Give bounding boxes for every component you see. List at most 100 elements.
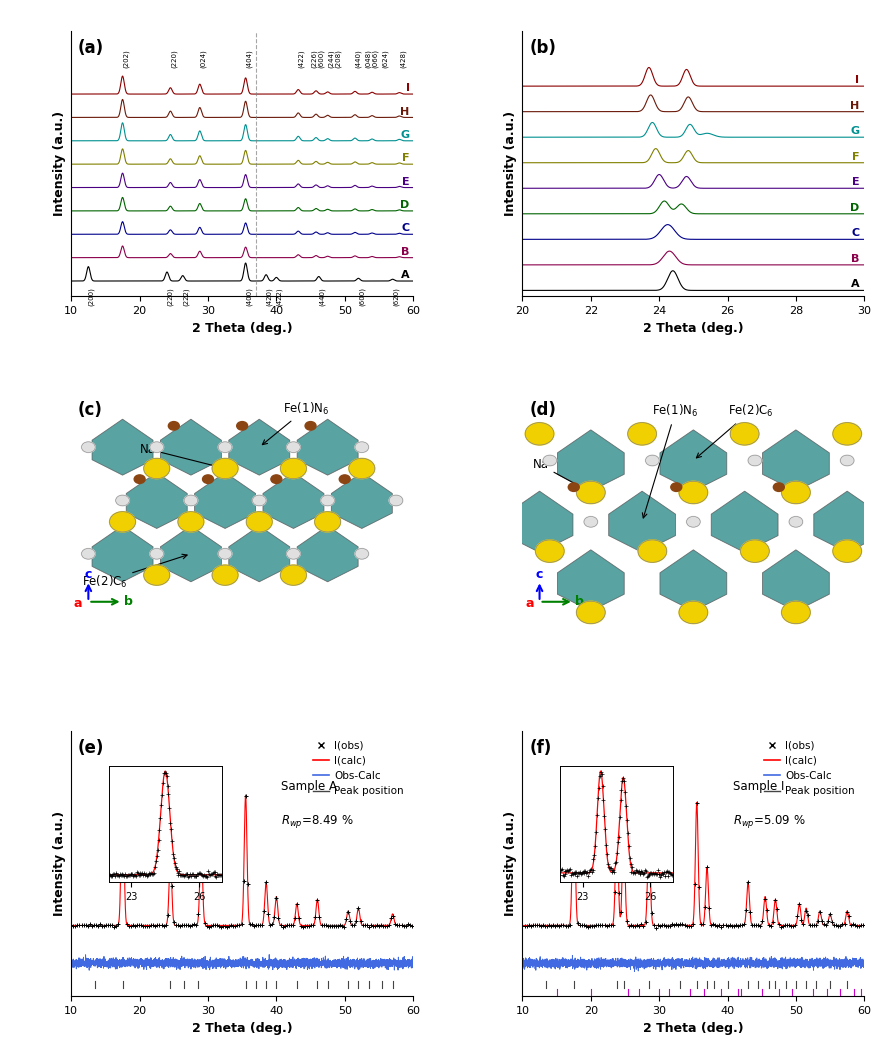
Polygon shape <box>297 526 358 581</box>
Circle shape <box>110 512 135 531</box>
Polygon shape <box>229 526 290 581</box>
Circle shape <box>168 421 179 430</box>
Circle shape <box>143 459 169 479</box>
Text: (200): (200) <box>88 288 94 306</box>
Text: G: G <box>401 130 410 140</box>
Polygon shape <box>711 491 778 552</box>
Circle shape <box>568 483 579 491</box>
Text: (600): (600) <box>358 288 365 306</box>
Text: (600): (600) <box>317 49 324 69</box>
Text: Fe(1)N$_6$: Fe(1)N$_6$ <box>642 403 699 518</box>
Circle shape <box>212 565 238 585</box>
Polygon shape <box>813 491 880 552</box>
Circle shape <box>584 517 598 527</box>
Text: D: D <box>400 200 410 210</box>
Polygon shape <box>229 419 290 475</box>
Circle shape <box>246 512 273 531</box>
Text: (428): (428) <box>399 49 406 69</box>
Text: Na: Na <box>533 459 587 491</box>
Circle shape <box>628 422 657 445</box>
Text: (f): (f) <box>529 739 552 758</box>
Circle shape <box>218 442 232 453</box>
Circle shape <box>781 482 810 503</box>
Circle shape <box>281 565 307 585</box>
Text: (066): (066) <box>372 49 379 69</box>
Circle shape <box>212 459 238 479</box>
Polygon shape <box>331 472 392 528</box>
Text: A: A <box>851 279 859 290</box>
Circle shape <box>679 482 707 503</box>
Text: D: D <box>850 202 859 213</box>
Circle shape <box>355 442 369 453</box>
Circle shape <box>833 540 862 563</box>
Circle shape <box>281 459 307 479</box>
Circle shape <box>781 601 810 624</box>
Text: (244): (244) <box>328 50 334 69</box>
Circle shape <box>543 456 557 466</box>
Text: (220): (220) <box>170 49 177 69</box>
Circle shape <box>576 482 605 503</box>
Text: (620): (620) <box>393 288 399 306</box>
X-axis label: 2 Theta (deg.): 2 Theta (deg.) <box>192 322 292 334</box>
Text: Fe(2)C$_6$: Fe(2)C$_6$ <box>82 554 187 590</box>
Text: Sample I: Sample I <box>732 780 784 793</box>
Text: B: B <box>851 254 859 264</box>
Text: (202): (202) <box>123 49 129 69</box>
Text: (222): (222) <box>183 288 189 306</box>
Circle shape <box>740 540 769 563</box>
Text: $R_{wp}$=5.09 %: $R_{wp}$=5.09 % <box>732 813 805 830</box>
Polygon shape <box>609 491 675 552</box>
Y-axis label: Intensity (a.u.): Intensity (a.u.) <box>504 812 517 917</box>
Polygon shape <box>763 430 830 491</box>
Circle shape <box>184 495 198 506</box>
Polygon shape <box>92 419 153 475</box>
Text: (226): (226) <box>311 49 317 69</box>
Text: b: b <box>124 595 133 608</box>
Circle shape <box>150 442 164 453</box>
Text: (c): (c) <box>78 401 103 419</box>
Text: (220): (220) <box>167 288 174 306</box>
Text: (048): (048) <box>365 49 372 69</box>
X-axis label: 2 Theta (deg.): 2 Theta (deg.) <box>192 1021 292 1035</box>
Circle shape <box>348 459 375 479</box>
Text: Sample A: Sample A <box>282 780 338 793</box>
Circle shape <box>252 495 266 506</box>
Circle shape <box>271 475 282 484</box>
Text: G: G <box>850 127 859 136</box>
Y-axis label: Intensity (a.u.): Intensity (a.u.) <box>53 812 66 917</box>
Text: Na: Na <box>140 442 221 468</box>
Circle shape <box>535 540 564 563</box>
Circle shape <box>202 475 214 484</box>
Circle shape <box>355 548 369 559</box>
Text: I: I <box>855 75 859 85</box>
Circle shape <box>731 422 759 445</box>
Circle shape <box>218 548 232 559</box>
Text: H: H <box>400 107 410 116</box>
Circle shape <box>237 421 248 430</box>
Text: H: H <box>850 101 859 111</box>
X-axis label: 2 Theta (deg.): 2 Theta (deg.) <box>643 322 744 334</box>
Polygon shape <box>127 472 187 528</box>
Circle shape <box>135 475 145 484</box>
Circle shape <box>687 517 700 527</box>
Circle shape <box>671 483 682 491</box>
Text: (400): (400) <box>246 288 252 306</box>
Text: c: c <box>85 568 92 581</box>
Polygon shape <box>92 526 153 581</box>
Polygon shape <box>558 430 625 491</box>
Polygon shape <box>160 419 222 475</box>
Circle shape <box>638 540 666 563</box>
Circle shape <box>116 495 129 506</box>
Circle shape <box>82 442 95 453</box>
Polygon shape <box>160 526 222 581</box>
Circle shape <box>679 601 707 624</box>
Text: B: B <box>401 247 410 256</box>
Circle shape <box>321 495 334 506</box>
Circle shape <box>525 422 554 445</box>
Text: (422): (422) <box>298 50 305 69</box>
Text: I: I <box>405 83 410 93</box>
Circle shape <box>645 456 659 466</box>
Polygon shape <box>297 419 358 475</box>
Circle shape <box>748 456 762 466</box>
Text: (422): (422) <box>276 288 282 306</box>
